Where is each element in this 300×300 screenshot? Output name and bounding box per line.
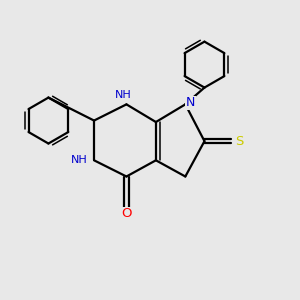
Text: NH: NH (71, 155, 88, 165)
Text: S: S (235, 135, 243, 148)
Text: NH: NH (115, 90, 131, 100)
Text: N: N (186, 96, 195, 110)
Text: O: O (121, 207, 132, 220)
